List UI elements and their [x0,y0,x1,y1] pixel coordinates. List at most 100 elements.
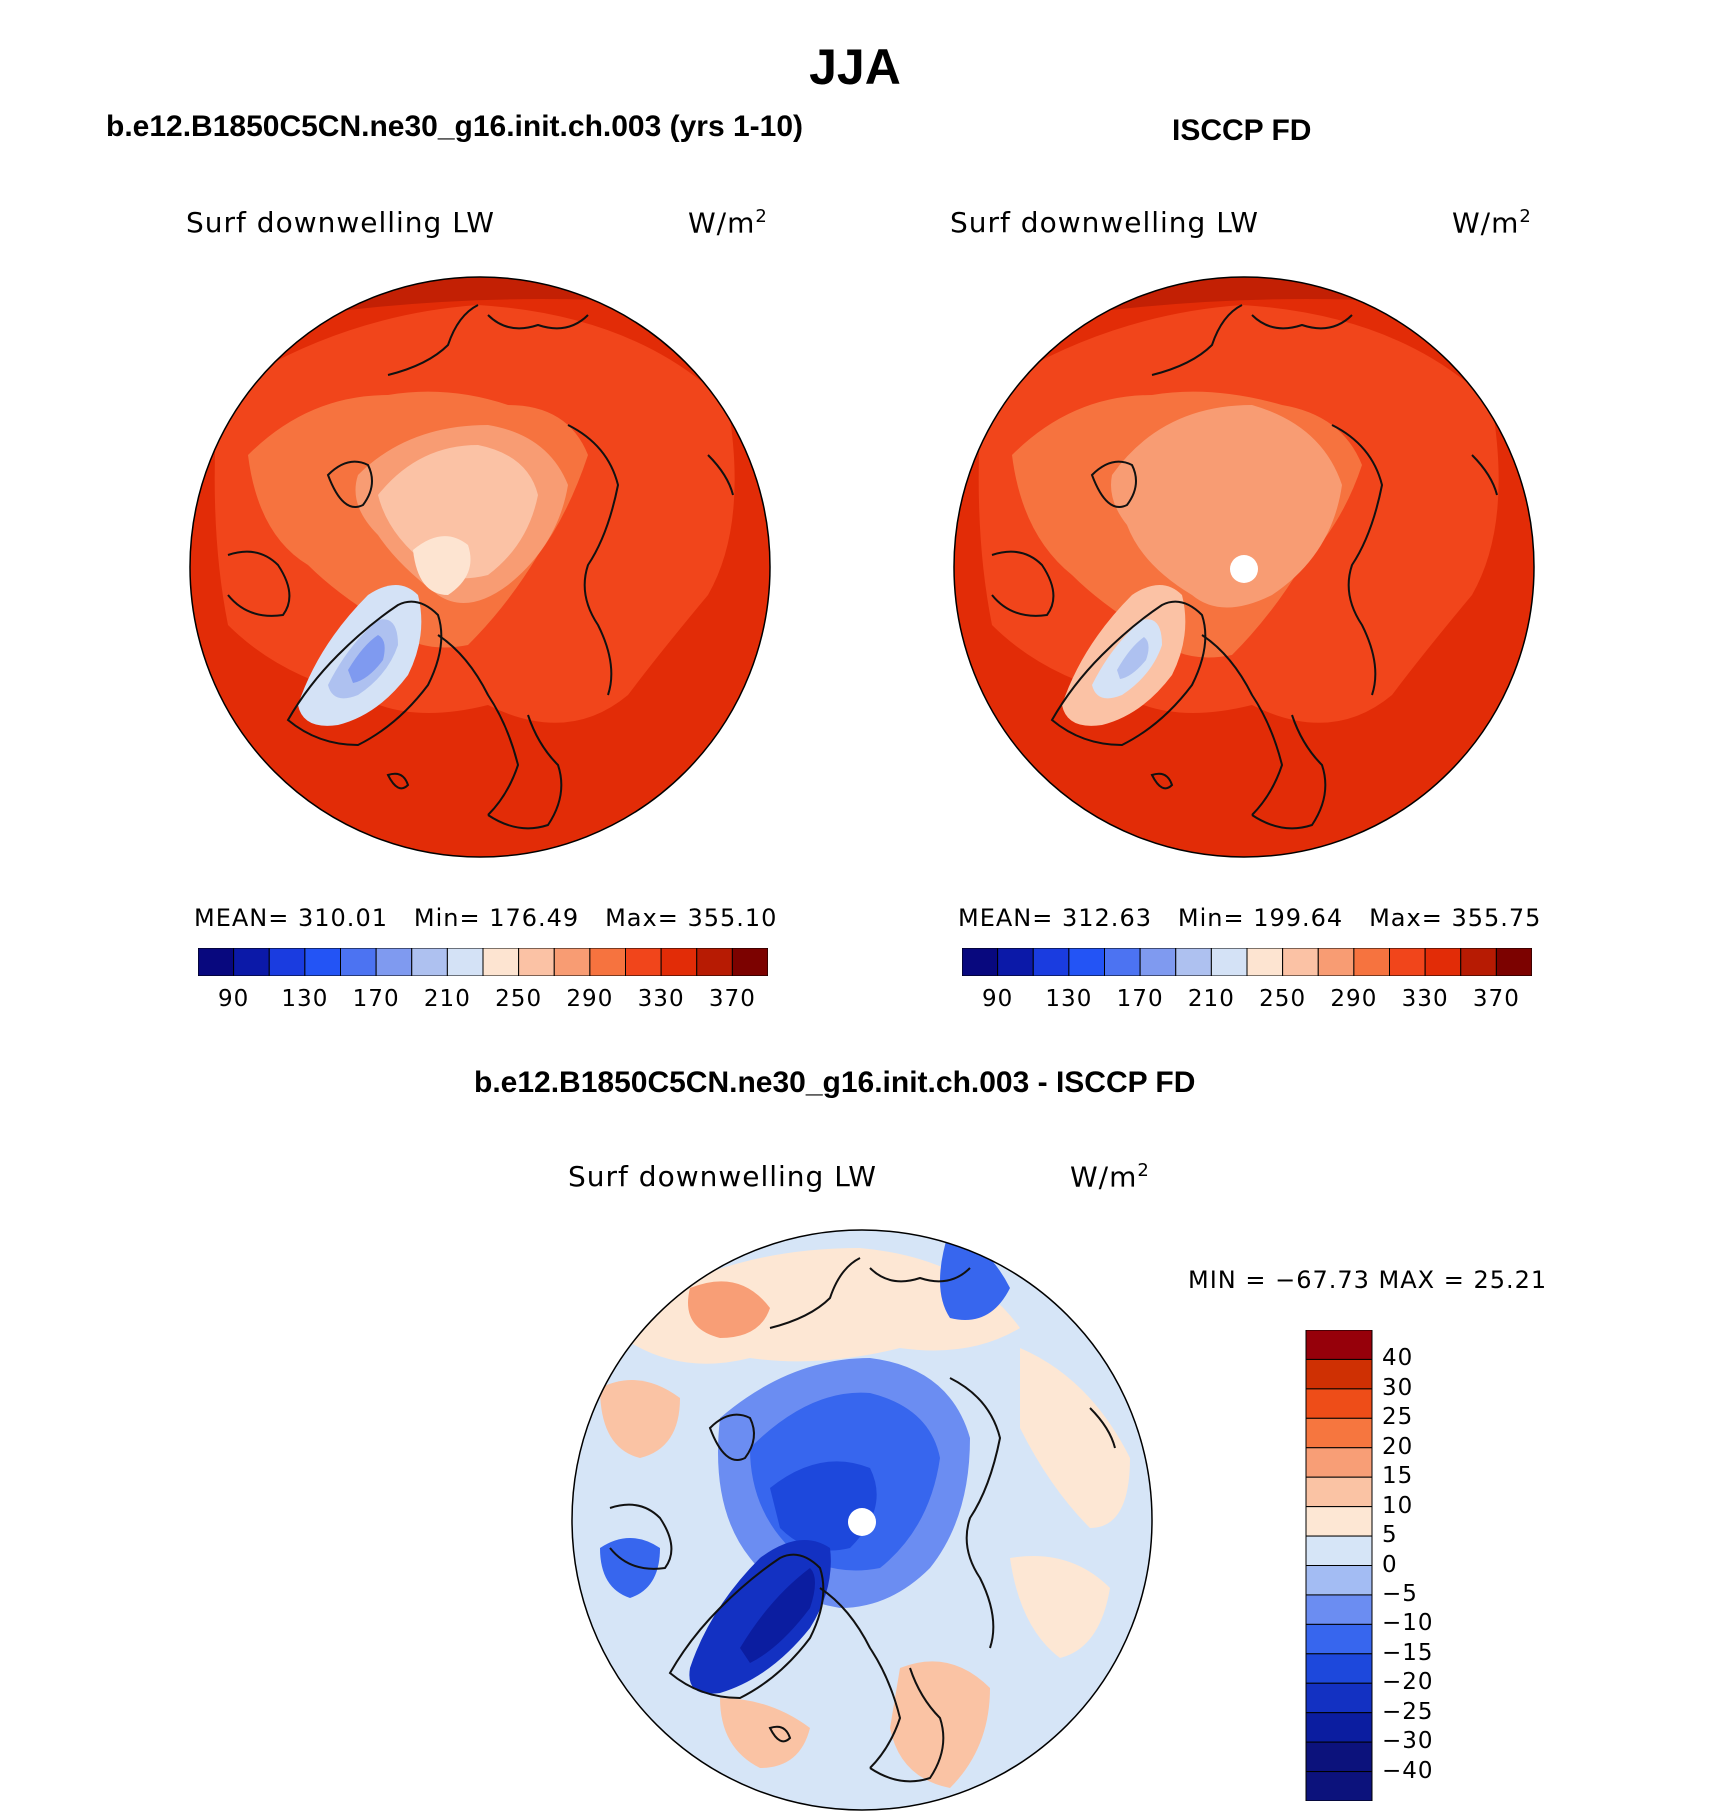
colorbar-swatch [1305,1623,1373,1655]
colorbar-tick-label: 290 [1330,986,1378,1012]
colorbar-tick-label: 130 [1045,986,1093,1012]
colorbar-tick-label: 370 [1472,986,1520,1012]
colorbar-tick-label: 15 [1382,1463,1414,1490]
panel1-coastlines [227,304,734,830]
panel1-colorbar-ticks: 90 130 170 210 250 290 330 370 [198,986,768,1016]
colorbar-tick-label: 40 [1382,1345,1414,1372]
colorbar-swatch [1305,1506,1373,1537]
panel3-minmax: MIN = −67.73 MAX = 25.21 [1188,1266,1548,1294]
colorbar-swatch [1305,1771,1373,1801]
colorbar-tick-label: −5 [1382,1580,1418,1607]
colorbar-swatch [696,948,733,976]
panel3-field-pos-europe [720,1698,810,1768]
panel2-coastlines [991,304,1498,830]
colorbar-swatch [1305,1447,1373,1478]
colorbar-swatch [1424,948,1462,976]
colorbar-swatch [1317,948,1355,976]
colorbar-swatch [1305,1712,1373,1743]
colorbar-swatch [553,948,591,976]
colorbar-swatch [1282,948,1319,976]
panel2-map [953,276,1535,858]
panel3-field-greenland [689,1540,831,1694]
colorbar-swatch [1305,1476,1373,1508]
colorbar-swatch [198,948,235,976]
colorbar-tick-label: 25 [1382,1404,1414,1431]
panel1-map-border [189,276,771,858]
panel3-missing-pole [848,1508,876,1536]
colorbar-swatch [304,948,341,976]
panel3-field-neg-ne [940,1230,1010,1320]
colorbar-swatch [1104,948,1141,976]
colorbar-swatch [1389,948,1426,976]
colorbar-tick-label: 90 [217,986,250,1012]
colorbar-tick-label: 210 [423,986,471,1012]
colorbar-swatch [446,948,484,976]
colorbar-swatch [233,948,270,976]
colorbar-swatch [411,948,448,976]
colorbar-tick-label: 370 [708,986,756,1012]
panel1-field-greenland-core [348,635,385,683]
panel1-map [189,276,771,858]
colorbar-tick-label: −10 [1382,1610,1434,1637]
colorbar-swatch [589,948,626,976]
panel2-map-border [953,276,1535,858]
colorbar-swatch [1305,1417,1373,1449]
panel3-field-pos-asia [1010,1556,1110,1658]
colorbar-tick-label: −40 [1382,1757,1434,1784]
colorbar-tick-label: 210 [1187,986,1235,1012]
panel2-variable: Surf downwelling LW [950,206,1259,239]
colorbar-swatch [660,948,698,976]
colorbar-swatch [1353,948,1390,976]
panel1-field-arctic-core [413,536,471,595]
colorbar-swatch [268,948,306,976]
colorbar-tick-label: 20 [1382,1433,1414,1460]
colorbar-swatch [1495,948,1532,976]
colorbar-swatch [1305,1565,1373,1596]
colorbar-tick-label: −20 [1382,1669,1434,1696]
colorbar-tick-label: −25 [1382,1698,1434,1725]
colorbar-swatch [1460,948,1497,976]
main-title: JJA [809,39,901,95]
colorbar-swatch [1210,948,1248,976]
colorbar-swatch [340,948,377,976]
colorbar-swatch [1175,948,1212,976]
colorbar-swatch [1305,1535,1373,1566]
panel3-field-pos-east [1020,1348,1130,1528]
colorbar-swatch [1139,948,1177,976]
colorbar-tick-label: 0 [1382,1551,1398,1578]
colorbar-tick-label: 170 [352,986,400,1012]
panel3-colorbar-ticks: 40 30 25 20 15 10 5 0 −5 −10 −15 −20 −25 −30 −40 [1378,1330,1488,1801]
colorbar-tick-label: 330 [637,986,685,1012]
colorbar-swatch [375,948,413,976]
panel3-field-greenland-core [740,1568,815,1663]
panel2-missing-pole [1230,555,1258,583]
colorbar-tick-label: 170 [1116,986,1164,1012]
panel3-field-pos-a [688,1281,770,1338]
colorbar-tick-label: 250 [495,986,543,1012]
colorbar-swatch [962,948,999,976]
colorbar-swatch [482,948,520,976]
colorbar-tick-label: 5 [1382,1522,1398,1549]
panel2-header: ISCCP FD [1172,114,1312,147]
panel2-field-greenland-core [1117,637,1149,679]
panel2-stats: MEAN= 312.63 Min= 199.64 Max= 355.75 [958,904,1542,932]
panel1-stats: MEAN= 310.01 Min= 176.49 Max= 355.10 [194,904,778,932]
colorbar-swatch [997,948,1034,976]
colorbar-swatch [1305,1388,1373,1419]
colorbar-tick-label: −30 [1382,1728,1434,1755]
colorbar-swatch [1032,948,1070,976]
colorbar-tick-label: 10 [1382,1492,1414,1519]
panel3-map [571,1229,1153,1811]
colorbar-tick-label: −15 [1382,1639,1434,1666]
colorbar-swatch [1246,948,1284,976]
panel3-units: W/m2 [1070,1160,1150,1194]
panel3-field-pos-b [600,1380,680,1458]
panel2-colorbar-ticks: 90 130 170 210 250 290 330 370 [962,986,1532,1016]
colorbar-tick-label: 30 [1382,1374,1414,1401]
panel3-header: b.e12.B1850C5CN.ne30_g16.init.ch.003 - I… [474,1066,1196,1099]
panel3-coastlines [609,1257,1116,1783]
panel1-header: b.e12.B1850C5CN.ne30_g16.init.ch.003 (yr… [106,110,804,143]
panel1-colorbar [198,948,768,976]
colorbar-swatch [731,948,768,976]
panel1-field-arctic [378,445,538,579]
